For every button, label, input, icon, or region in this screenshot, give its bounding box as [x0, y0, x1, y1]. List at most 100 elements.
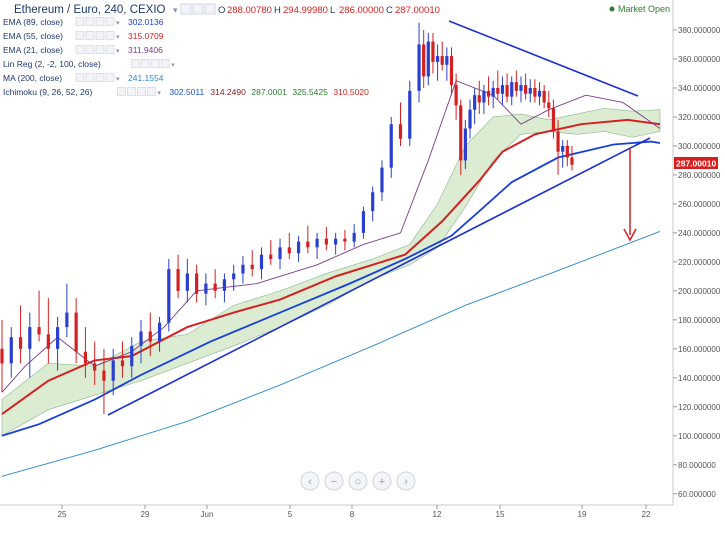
candle-up [408, 80, 412, 146]
indicator-legend: EMA (89, close) ▾ 302.0136 EMA (55, close) ▾… [3, 17, 369, 97]
header-tool-button[interactable] [204, 3, 216, 15]
ohlc-value: 288.00780 [227, 5, 272, 16]
indicator-tool-button[interactable] [75, 31, 85, 40]
candle-down [37, 290, 41, 342]
candle-down [148, 312, 152, 357]
time-axis-ticks: 25 29 Jun 5 8 12 15 19 22 [58, 505, 651, 519]
candle-up [232, 264, 236, 291]
indicator-dropdown-icon[interactable]: ▾ [116, 48, 120, 55]
candle-down [250, 250, 254, 277]
price-tick-label: 320.000000 [678, 113, 721, 122]
zoom-button-glyph: − [331, 476, 337, 488]
zoom-button[interactable]: + [372, 471, 392, 491]
indicator-tool-button[interactable] [75, 17, 85, 26]
indicator-label: MA (200, close) [3, 73, 62, 83]
time-tick-label: 8 [350, 510, 355, 519]
candle-up [371, 186, 375, 222]
indicator-value: 314.2490 [210, 87, 246, 97]
symbol-title: Ethereum / Euro, 240, CEXIO [14, 4, 166, 16]
indicator-value: 302.0136 [128, 17, 164, 27]
current-price-tag: 287.00010 [674, 157, 718, 169]
symbol-dropdown-icon[interactable]: ▾ [173, 5, 178, 15]
indicator-tool-button[interactable] [85, 17, 95, 26]
indicator-tool-button[interactable] [117, 87, 126, 96]
indicator-tool-button[interactable] [75, 73, 85, 82]
zoom-button-glyph: › [404, 476, 408, 488]
candle-up [204, 273, 208, 306]
time-tick-label: 19 [578, 510, 587, 519]
zoom-button[interactable]: − [324, 471, 344, 491]
indicator-tool-button[interactable] [105, 45, 115, 54]
zoom-button[interactable]: › [396, 471, 416, 491]
price-tick-label: 300.000000 [678, 142, 721, 151]
indicator-tool-button[interactable] [130, 59, 140, 68]
price-tick-label: 180.000000 [678, 316, 721, 325]
indicator-tool-button[interactable] [95, 31, 105, 40]
header-tool-button[interactable] [192, 3, 204, 15]
candle-down [570, 145, 574, 171]
indicator-tool-button[interactable] [105, 31, 115, 40]
indicator-tool-button[interactable] [105, 17, 115, 26]
price-tick-label: 140.000000 [678, 374, 721, 383]
indicator-tool-button[interactable] [85, 31, 95, 40]
indicator-tool-button[interactable] [105, 73, 115, 82]
indicator-dropdown-icon[interactable]: ▾ [171, 62, 175, 69]
header-tool-button[interactable] [180, 3, 192, 15]
indicator-value: 287.0001 [251, 87, 287, 97]
indicator-tool-button[interactable] [137, 87, 146, 96]
time-axis[interactable] [0, 505, 725, 543]
indicator-row[interactable]: EMA (21, close) ▾ 311.9406 [3, 45, 163, 55]
indicator-row[interactable]: Ichimoku (9, 26, 52, 26) ▾ 302.5011 314.249… [3, 87, 369, 97]
indicator-tool-button[interactable] [75, 45, 85, 54]
price-tick-label: 280.000000 [678, 171, 721, 180]
time-tick-label: Jun [201, 510, 214, 519]
indicator-tool-button[interactable] [127, 87, 136, 96]
indicator-tool-button[interactable] [85, 73, 95, 82]
zoom-button[interactable]: ○ [348, 471, 368, 491]
support-trendline[interactable] [107, 137, 651, 416]
candle-down [269, 240, 273, 265]
ohlc-readout: O 288.00780 H 294.99980 L 286.00000 C 287.00010 [218, 5, 440, 16]
indicator-row[interactable]: MA (200, close) ▾ 241.1554 [3, 73, 164, 83]
indicator-row[interactable]: EMA (55, close) ▾ 315.0709 [3, 31, 164, 41]
indicator-tool-button[interactable] [160, 59, 170, 68]
indicator-tool-button[interactable] [150, 59, 160, 68]
ma200-line [1, 231, 661, 477]
market-status-text: Market Open [618, 4, 670, 14]
candle-up [500, 76, 505, 106]
indicator-tool-button[interactable] [95, 45, 105, 54]
price-tick-label: 200.000000 [678, 287, 721, 296]
candle-down [459, 99, 463, 175]
zoom-button[interactable]: ‹ [300, 471, 320, 491]
indicator-tool-button[interactable] [95, 73, 105, 82]
plot-area[interactable] [0, 0, 673, 505]
candle-down [195, 264, 199, 303]
indicator-tool-button[interactable] [140, 59, 150, 68]
indicator-tool-button[interactable] [147, 87, 156, 96]
ohlc-key: L [330, 5, 335, 16]
indicator-dropdown-icon[interactable]: ▾ [116, 76, 120, 83]
indicator-dropdown-icon[interactable]: ▾ [157, 90, 161, 97]
zoom-button-glyph: ‹ [308, 476, 312, 488]
indicator-tool-button[interactable] [85, 45, 95, 54]
ohlc-value: 286.00000 [339, 5, 384, 16]
cloud-area [1, 107, 661, 437]
price-axis[interactable] [673, 0, 725, 505]
ohlc-key: H [274, 5, 281, 16]
candle-up [482, 85, 486, 115]
header-tool-buttons [180, 3, 216, 15]
candle-up [9, 327, 13, 378]
target-arrow-icon[interactable] [623, 148, 637, 242]
resistance-trendline[interactable] [448, 20, 639, 97]
indicator-dropdown-icon[interactable]: ▾ [116, 34, 120, 41]
indicator-tool-button[interactable] [95, 17, 105, 26]
candle-down [477, 80, 481, 115]
indicator-dropdown-icon[interactable]: ▾ [116, 20, 120, 27]
candle-up [519, 76, 523, 103]
ohlc-value: 287.00010 [395, 5, 440, 16]
candle-down [398, 102, 403, 146]
indicator-value: 241.1554 [128, 73, 164, 83]
indicator-row[interactable]: Lin Reg (2, -2, 100, close) ▾ [3, 59, 175, 69]
indicator-row[interactable]: EMA (89, close) ▾ 302.0136 [3, 17, 164, 27]
